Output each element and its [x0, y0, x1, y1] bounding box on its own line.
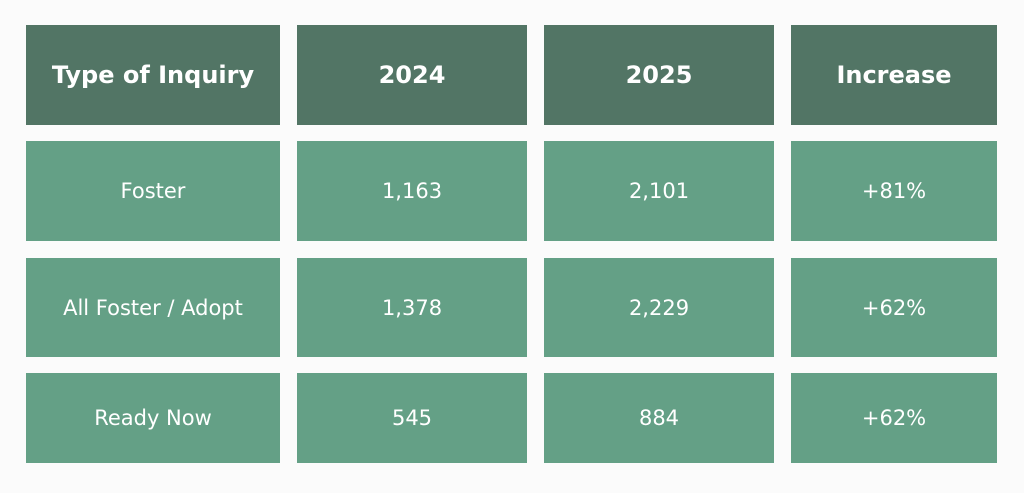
header-cell: Type of Inquiry	[26, 25, 280, 125]
header-cell: 2024	[297, 25, 527, 125]
table-cell: 1,378	[297, 258, 527, 357]
header-cell: 2025	[544, 25, 774, 125]
table-cell: +62%	[791, 373, 997, 463]
table-cell: 2,229	[544, 258, 774, 357]
table-cell: 884	[544, 373, 774, 463]
table-cell: 2,101	[544, 141, 774, 241]
header-cell: Increase	[791, 25, 997, 125]
table-cell: Ready Now	[26, 373, 280, 463]
table-cell: +62%	[791, 258, 997, 357]
table-cell: 1,163	[297, 141, 527, 241]
table-cell: 545	[297, 373, 527, 463]
table-cell: +81%	[791, 141, 997, 241]
table-cell: Foster	[26, 141, 280, 241]
table-cell: All Foster / Adopt	[26, 258, 280, 357]
